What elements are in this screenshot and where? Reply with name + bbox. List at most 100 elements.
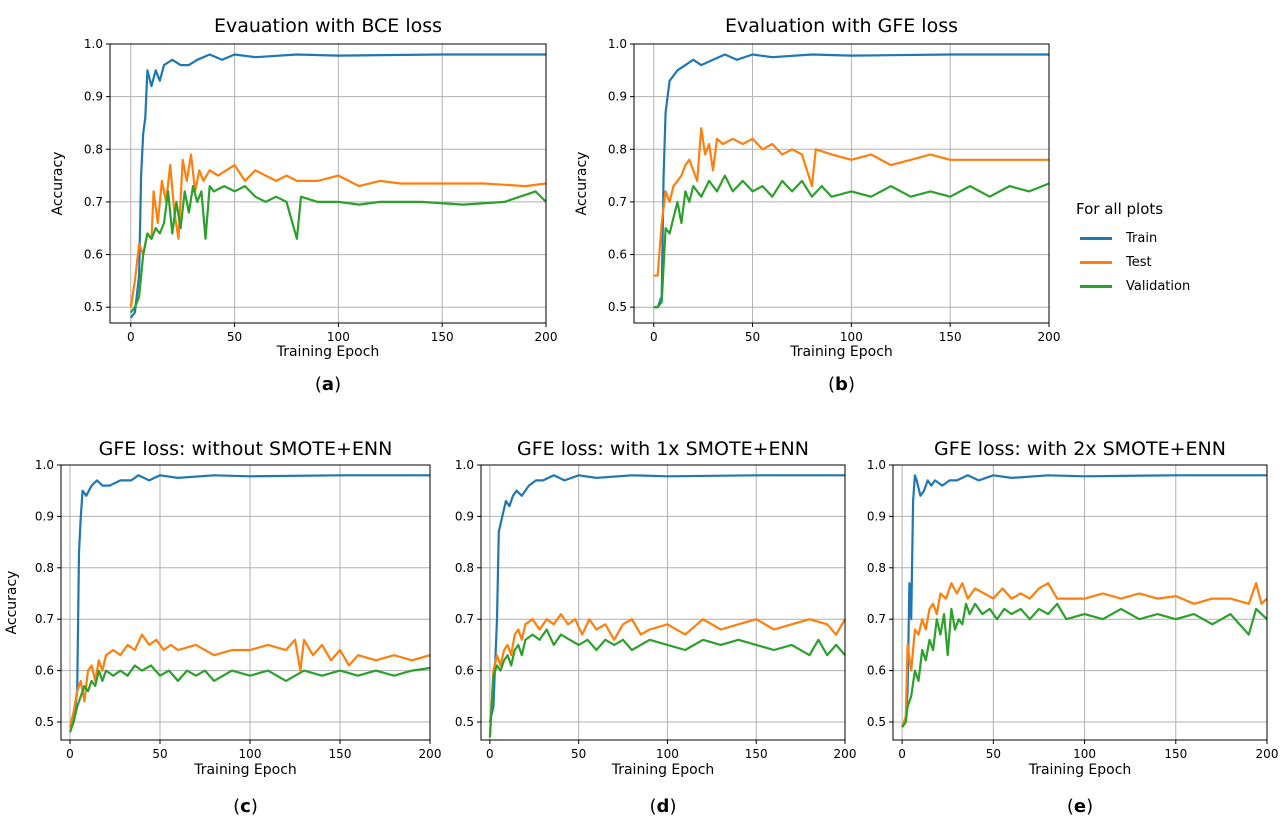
panel-d-caption: (d) [650, 796, 677, 817]
panel-d-series-test [488, 612, 846, 738]
panel-a-x-tick-label: 0 [127, 330, 135, 344]
panel-a-x-tick-label: 100 [327, 330, 350, 344]
panel-a-y-tick-label: 0.6 [84, 248, 103, 262]
panel-d-plot-frame [480, 464, 846, 741]
panel-a-y-axis-label: Accuracy [50, 152, 66, 216]
panel-e-caption: (e) [1067, 796, 1093, 817]
panel-c-y-tick-label: 0.5 [35, 715, 54, 729]
panel-e-title: GFE loss: with 2x SMOTE+ENN [934, 438, 1226, 460]
panel-b-y-tick-label: 0.6 [608, 248, 627, 262]
panel-a-x-tick-label: 50 [227, 330, 242, 344]
panel-d-x-tick-label: 200 [834, 747, 857, 761]
panel-a-x-axis-label: Training Epoch [276, 344, 380, 360]
panel-d-x-axis-label: Training Epoch [611, 762, 715, 778]
panel-c-plot-frame [60, 464, 431, 741]
panel-e-x-tick-label: 0 [898, 747, 906, 761]
panel-a-y-tick-label: 0.9 [84, 90, 103, 104]
panel-a-y-tick-label: 0.7 [84, 195, 103, 209]
panel-a-y-tick-label: 0.5 [84, 300, 103, 314]
panel-b-series-train [653, 53, 1049, 309]
panel-c-series-test [68, 633, 431, 728]
panel-a-y-tick-label: 0.8 [84, 142, 103, 156]
panel-b-plot-frame [633, 43, 1050, 324]
panel-e-x-tick-label: 100 [1073, 747, 1096, 761]
panel-e-y-tick-label: 0.9 [867, 509, 886, 523]
panel-d-x-tick-label: 100 [656, 747, 679, 761]
panel-b-caption: (b) [828, 374, 855, 395]
panel-e-x-tick-label: 200 [1256, 747, 1279, 761]
panel-c-y-axis-label: Accuracy [4, 571, 20, 635]
panel-e-x-axis-label: Training Epoch [1028, 762, 1132, 778]
panel-a-plot-frame [109, 43, 547, 324]
panel-b-x-tick-label: 100 [840, 330, 863, 344]
panel-b-series-test [653, 127, 1049, 277]
panel-e-y-tick-label: 0.7 [867, 612, 886, 626]
panel-d-y-tick-label: 0.8 [455, 561, 474, 575]
panel-e-y-tick-label: 0.6 [867, 664, 886, 678]
panel-b-x-tick-label: 200 [1038, 330, 1061, 344]
legend-label-validation: Validation [1126, 278, 1191, 294]
panel-d-x-tick-label: 50 [571, 747, 586, 761]
panel-a-series-validation [129, 185, 547, 314]
legend-item-train: Train [1070, 226, 1260, 250]
panel-b-y-tick-label: 1.0 [608, 37, 627, 51]
legend: For all plots Train Test Validation [1070, 200, 1260, 298]
panel-b-series-validation [653, 174, 1050, 309]
panel-c-caption: (c) [233, 796, 258, 817]
panel-c-x-tick-label: 100 [239, 747, 262, 761]
panel-e-x-tick-label: 50 [986, 747, 1001, 761]
panel-a-series-train [129, 53, 546, 319]
panel-e-plot-frame [892, 464, 1268, 741]
panel-b-x-tick-label: 0 [650, 330, 658, 344]
panel-a-title: Evauation with BCE loss [214, 15, 442, 37]
legend-item-test: Test [1070, 250, 1260, 274]
panel-d-y-tick-label: 0.9 [455, 509, 474, 523]
panel-c-y-tick-label: 0.8 [35, 561, 54, 575]
panel-c-y-tick-label: 0.7 [35, 612, 54, 626]
panel-e-y-tick-label: 0.8 [867, 561, 886, 575]
panel-a-x-tick-label: 200 [535, 330, 558, 344]
legend-label-test: Test [1126, 254, 1152, 270]
legend-swatch-train [1080, 236, 1112, 240]
panel-b-x-tick-label: 150 [939, 330, 962, 344]
panel-c-x-tick-label: 50 [152, 747, 167, 761]
panel-a-x-tick-label: 150 [431, 330, 454, 344]
panel-d-y-tick-label: 0.7 [455, 612, 474, 626]
panel-d-x-tick-label: 150 [745, 747, 768, 761]
panel-e-series-test [901, 582, 1268, 728]
panel-b-y-tick-label: 0.8 [608, 142, 627, 156]
legend-swatch-test [1080, 260, 1112, 264]
panel-e-y-tick-label: 0.5 [867, 715, 886, 729]
panel-b-x-axis-label: Training Epoch [789, 344, 893, 360]
legend-item-validation: Validation [1070, 274, 1260, 298]
panel-c-title: GFE loss: without SMOTE+ENN [99, 438, 393, 460]
panel-d-y-tick-label: 0.5 [455, 715, 474, 729]
panel-b-y-tick-label: 0.9 [608, 90, 627, 104]
panel-c-x-tick-label: 0 [66, 747, 74, 761]
panel-b-title: Evaluation with GFE loss [725, 15, 958, 37]
panel-e-y-tick-label: 1.0 [867, 458, 886, 472]
panel-a-y-tick-label: 1.0 [84, 37, 103, 51]
panel-d-series-validation [488, 628, 846, 738]
panel-c-x-tick-label: 200 [419, 747, 442, 761]
panel-c-x-axis-label: Training Epoch [193, 762, 297, 778]
legend-swatch-validation [1080, 284, 1112, 288]
panel-b-y-tick-label: 0.7 [608, 195, 627, 209]
legend-title: For all plots [1076, 200, 1164, 218]
panel-c-x-tick-label: 150 [329, 747, 352, 761]
panel-d-series-train [488, 474, 845, 723]
panel-e-series-train [901, 474, 1267, 728]
panel-e-series-validation [901, 602, 1268, 728]
panel-a-series-test [129, 153, 547, 308]
panel-c-y-tick-label: 0.9 [35, 509, 54, 523]
panel-d-title: GFE loss: with 1x SMOTE+ENN [517, 438, 809, 460]
panel-d-y-tick-label: 1.0 [455, 458, 474, 472]
panel-c-y-tick-label: 0.6 [35, 664, 54, 678]
legend-label-train: Train [1126, 230, 1158, 246]
panel-a-caption: (a) [315, 374, 341, 395]
panel-d-y-tick-label: 0.6 [455, 664, 474, 678]
panel-b-y-axis-label: Accuracy [574, 152, 590, 216]
panel-b-y-tick-label: 0.5 [608, 300, 627, 314]
panel-c-series-train [69, 474, 430, 728]
